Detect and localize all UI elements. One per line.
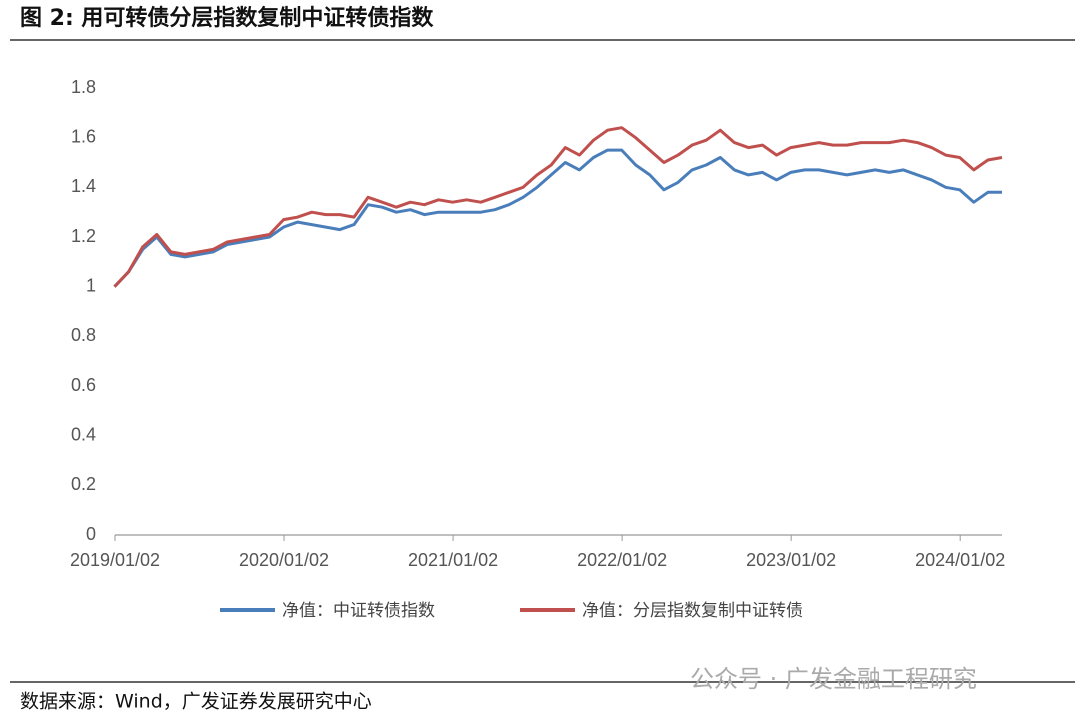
series-line — [113, 126, 1003, 288]
y-tick-label: 0.8 — [71, 325, 96, 345]
x-tick-label: 2023/01/02 — [746, 550, 836, 570]
x-tick-label: 2024/01/02 — [915, 550, 1005, 570]
y-tick-label: 1.8 — [71, 77, 96, 97]
y-tick-label: 1.6 — [71, 126, 96, 146]
x-tick-label: 2022/01/02 — [577, 550, 667, 570]
y-tick-label: 0.4 — [71, 424, 96, 444]
x-tick-label: 2021/01/02 — [408, 550, 498, 570]
legend-label: 净值：中证转债指数 — [282, 601, 435, 621]
y-tick-label: 0 — [86, 524, 96, 544]
y-tick-label: 1.4 — [71, 176, 96, 196]
legend-label: 净值：分层指数复制中证转债 — [582, 601, 803, 621]
source: 数据来源：Wind，广发证券发展研究中心 — [20, 691, 372, 713]
y-tick-label: 1.2 — [71, 226, 96, 246]
chart-title: 图 2: 用可转债分层指数复制中证转债指数 — [20, 5, 434, 31]
y-tick-label: 1 — [86, 275, 96, 295]
y-tick-label: 0.6 — [71, 375, 96, 395]
series-line — [113, 148, 1002, 288]
x-tick-label: 2020/01/02 — [239, 550, 329, 570]
x-tick-label: 2019/01/02 — [70, 550, 160, 570]
watermark: 公众号 · 广发金融工程研究 — [690, 665, 977, 693]
y-tick-label: 0.2 — [71, 474, 96, 494]
